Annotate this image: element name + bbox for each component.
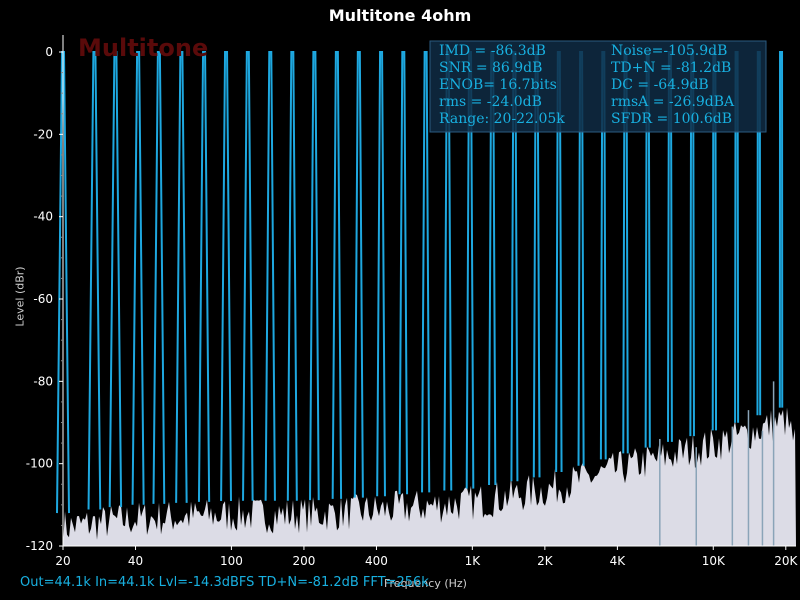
tone-peak	[264, 51, 276, 501]
x-tick-label: 10K	[702, 554, 726, 568]
tone-peak	[197, 51, 211, 502]
tone-peak	[220, 51, 232, 501]
tone-peak	[108, 51, 123, 508]
x-tick-label: 400	[365, 554, 388, 568]
chart-title: Multitone 4ohm	[328, 6, 472, 25]
stats-right-value: DC = -64.9dB	[611, 77, 709, 93]
stats-right-value: SFDR = 100.6dB	[611, 111, 732, 127]
stats-left-value: rms = -24.0dB	[439, 94, 542, 110]
x-tick-label: 40	[128, 554, 143, 568]
y-tick-label: 0	[45, 45, 53, 59]
watermark-text: Multitone	[78, 34, 208, 62]
y-tick-label: -120	[26, 539, 53, 553]
tone-peak	[778, 51, 784, 408]
x-tick-label: 4K	[610, 554, 627, 568]
tone-peak	[421, 51, 431, 493]
stats-right-value: Noise=-105.9dB	[611, 43, 727, 59]
y-tick-label: -100	[26, 457, 53, 471]
x-tick-label: 1K	[465, 554, 482, 568]
x-tick-label: 200	[292, 554, 315, 568]
noise-floor-layer	[63, 407, 796, 546]
x-tick-label: 100	[220, 554, 243, 568]
stats-left-value: IMD = -86.3dB	[439, 43, 546, 59]
stats-left-value: ENOB= 16.7bits	[439, 77, 557, 93]
stats-left-value: Range: 20-22.05k	[439, 111, 565, 127]
tone-peak	[376, 51, 386, 497]
x-tick-label: 20K	[774, 554, 798, 568]
stats-right-value: rmsA = -26.9dBA	[611, 94, 735, 110]
tone-peak	[398, 51, 409, 495]
status-footer: Out=44.1k In=44.1k Lvl=-14.3dBFS TD+N=-8…	[20, 575, 429, 590]
tone-peak	[286, 51, 298, 501]
tone-peak	[175, 51, 188, 503]
tone-peak	[131, 51, 145, 505]
y-tick-label: -60	[33, 292, 53, 306]
y-tick-label: -80	[33, 374, 53, 388]
x-tick-label: 20	[55, 554, 70, 568]
stats-box: IMD = -86.3dB Noise=-105.9dB SNR = 86.9dB T…	[429, 40, 767, 133]
x-axis-label: Frequency (Hz)	[384, 577, 467, 590]
noise-floor-area	[63, 407, 796, 546]
tone-peak	[309, 51, 320, 501]
tone-peak	[152, 51, 166, 504]
tone-peak	[87, 51, 102, 510]
stats-right-value: TD+N = -81.2dB	[611, 60, 731, 76]
stats-left-value: SNR = 86.9dB	[439, 60, 542, 76]
y-tick-label: -20	[33, 127, 53, 141]
tone-peak	[353, 51, 364, 498]
tone-peak	[331, 51, 343, 499]
y-tick-label: -40	[33, 210, 53, 224]
spur-layer	[659, 381, 775, 546]
x-tick-label: 2K	[537, 554, 554, 568]
tone-peak	[242, 51, 254, 501]
tone-layer	[56, 51, 784, 514]
stats-box-background	[429, 40, 767, 133]
